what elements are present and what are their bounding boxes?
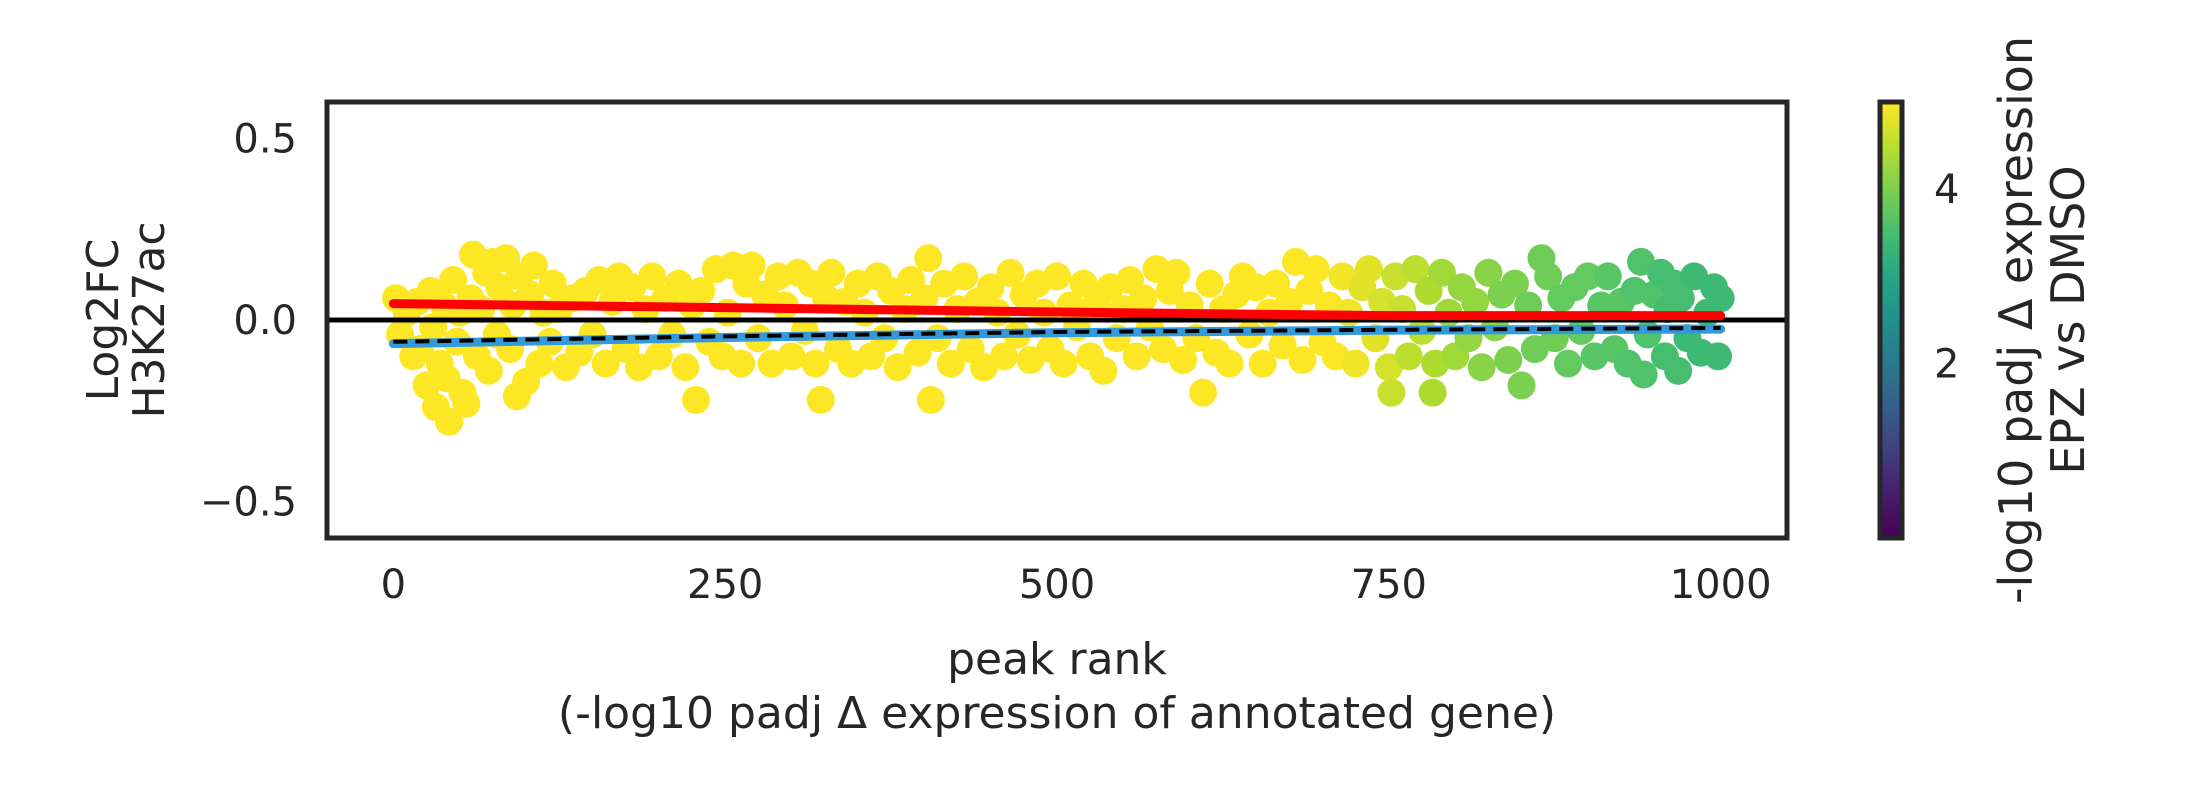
scatter-point [1377,378,1406,407]
scatter-point [883,353,912,382]
scatter-point [525,349,554,378]
trend-line-1 [388,299,1726,321]
scatter-point [1401,255,1430,284]
scatter-point [1629,360,1658,389]
scatter-point [1295,276,1324,305]
scatter-point [1189,378,1217,407]
scatter-point [777,342,806,371]
scatter-point [439,266,468,295]
scatter-point [914,244,943,273]
plot-frame [324,99,1790,541]
scatter-point [1666,284,1695,313]
scatter-point [1573,262,1602,291]
scatter-point [1593,262,1622,291]
scatter-point [681,385,710,414]
scatter-point [1474,258,1503,287]
scatter-point [1461,287,1490,316]
scatter-point [1494,345,1523,374]
scatter-point [903,338,932,367]
x-tick-label: 250 [687,562,763,608]
colorbar-tick-label: 4 [1934,167,1959,213]
scatter-point [1554,349,1582,378]
colorbar-label-line: -log10 padj Δ expression [1989,36,2043,604]
trend-line-3 [393,325,1721,344]
y-tick-label: 0.0 [233,298,297,344]
colorbar-tick-label: 2 [1934,342,1959,388]
scatter-point [644,342,673,371]
scatter-point [1633,320,1662,349]
scatter-point [1664,356,1693,385]
scatter-point [950,262,979,291]
scatter-point [664,269,693,298]
scatter-point [520,251,549,280]
scatter-point [638,262,667,291]
scatter-point [817,258,846,287]
scatter-point [1288,345,1317,374]
scatter-point [976,273,1005,302]
scatter-point [452,389,481,418]
scatter-point [713,298,742,327]
y-axis-ticks: 0.5 0.0 −0.5 [200,116,297,525]
scatter-point [1341,349,1370,378]
scatter-point [910,284,939,313]
x-tick-label: 0 [381,562,406,608]
scatter-point [936,349,965,378]
scatter-point [1169,345,1198,374]
scatter-point [1427,258,1456,287]
scatter-point [1500,269,1529,298]
scatter-point [1703,342,1732,371]
scatter-point [996,258,1025,287]
scatter-point [538,269,567,298]
y-axis-label-line: H3K27ac [124,221,175,418]
x-tick-label: 750 [1351,562,1427,608]
scatter-point [989,342,1018,371]
x-tick-label: 1000 [1670,562,1772,608]
scatter-point [687,276,716,305]
x-axis-ticks: 0 250 500 750 1000 [381,562,1772,608]
scatter-point [1129,284,1158,313]
scatter-point [474,356,503,385]
scatter-point [1706,284,1735,313]
scatter-point [1354,255,1383,284]
scatter-point [435,407,464,436]
scatter-point [1507,371,1536,400]
scatter-point [1301,255,1330,284]
scatter-point [916,385,945,414]
scatter-point [1215,349,1244,378]
scatter-point [1394,342,1423,371]
scatter-point [1162,258,1191,287]
scatter-point [1049,349,1078,378]
colorbar-label-line: EPZ vs DMSO [2041,165,2095,474]
scatter-point [801,349,830,378]
y-tick-label: −0.5 [200,480,297,526]
scatter-point [1195,269,1224,298]
scatter-point [727,349,756,378]
scatter-point [1248,349,1277,378]
x-axis-label-line: (-log10 padj Δ expression of annotated g… [558,688,1556,739]
scatter-point [1534,262,1563,291]
y-tick-label: 0.5 [233,116,297,162]
scatter-point [806,385,835,414]
scatter-point [1268,331,1297,360]
scatter-point [1089,356,1118,385]
colorbar [1877,99,1905,541]
trend-lines [388,299,1726,349]
scatter-point [671,353,700,382]
scatter-point [1467,353,1496,382]
x-axis-label-line: peak rank [947,634,1167,685]
plot-area [327,240,1787,436]
colorbar-ticks: 24 [1934,167,1959,387]
x-axis-label: peak rank(-log10 padj Δ expression of an… [558,634,1556,739]
scatter-point [737,251,766,280]
x-tick-label: 500 [1019,562,1095,608]
scatter-point [1043,262,1071,291]
scatter-point [591,349,620,378]
scatter-point [1122,342,1151,371]
y-axis-label-line: Log2FC [78,239,129,402]
scatter-point [1418,378,1447,407]
